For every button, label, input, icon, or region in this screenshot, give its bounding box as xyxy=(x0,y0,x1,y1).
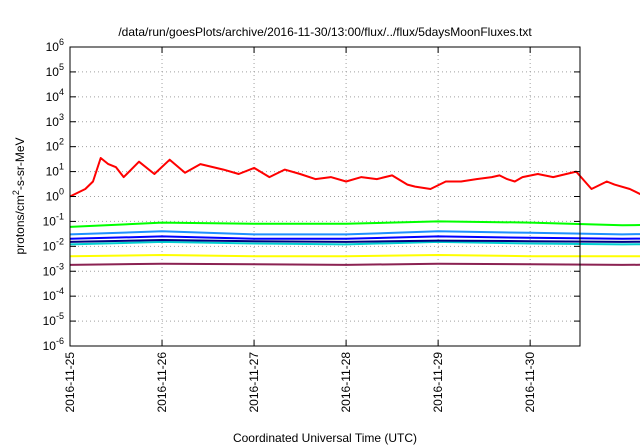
series-line-3 xyxy=(69,235,640,240)
series-line-6 xyxy=(69,254,640,258)
x-tick-label: 2016-11-30 xyxy=(523,352,537,413)
y-tick-label: 106 xyxy=(46,37,64,54)
x-tick-label: 2016-11-29 xyxy=(431,352,445,413)
y-tick-label: 10-5 xyxy=(43,311,64,328)
grid xyxy=(70,47,580,346)
chart-title: /data/run/goesPlots/archive/2016-11-30/1… xyxy=(118,25,532,39)
y-tick-label: 103 xyxy=(46,112,64,129)
series-line-1 xyxy=(69,220,640,228)
y-tick-label: 104 xyxy=(46,87,64,104)
x-tick-label: 2016-11-25 xyxy=(63,352,77,413)
y-tick-label: 10-6 xyxy=(43,336,64,353)
series-line-0 xyxy=(69,157,640,198)
series-line-7 xyxy=(69,262,640,266)
x-axis-label: Coordinated Universal Time (UTC) xyxy=(233,431,417,445)
x-axis: 2016-11-25 2016-11-26 2016-11-27 2016-11-28… xyxy=(63,47,537,413)
x-tick-label: 2016-11-28 xyxy=(339,352,353,413)
series-layer xyxy=(69,157,640,266)
y-tick-label: 10-3 xyxy=(43,261,64,278)
series-line-2 xyxy=(69,230,640,236)
y-tick-label: 102 xyxy=(46,137,64,154)
x-tick-label: 2016-11-26 xyxy=(155,352,169,413)
y-tick-label: 101 xyxy=(46,162,64,179)
y-tick-label: 100 xyxy=(46,187,64,204)
y-tick-label: 105 xyxy=(46,62,64,79)
series-line-4 xyxy=(69,240,640,246)
x-tick-label: 2016-11-27 xyxy=(247,352,261,413)
y-axis: 10-6 10-5 10-4 10-3 10-2 10-1 100 101 102 103 104 1… xyxy=(43,37,580,353)
y-axis-label: protons/cm2-s-sr-MeV xyxy=(11,137,27,254)
y-tick-label: 10-4 xyxy=(43,286,64,303)
y-tick-label: 10-1 xyxy=(43,211,64,228)
y-tick-label: 10-2 xyxy=(43,236,64,253)
series-line-5 xyxy=(69,239,640,243)
